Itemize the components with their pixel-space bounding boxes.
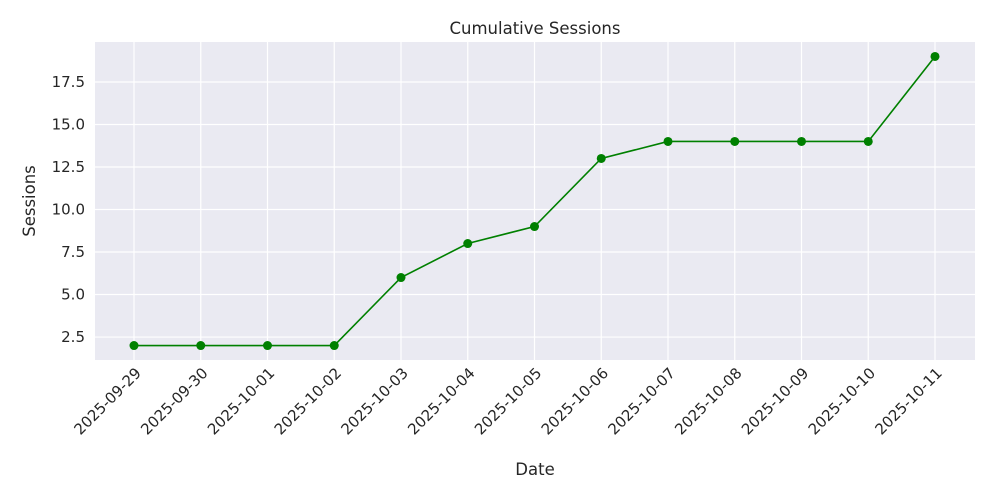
data-point bbox=[196, 341, 206, 351]
y-tick-label: 5.0 bbox=[61, 286, 85, 304]
x-tick-label: 2025-10-06 bbox=[538, 364, 612, 438]
y-tick-label: 17.5 bbox=[52, 73, 85, 91]
x-grid bbox=[133, 42, 936, 360]
data-point bbox=[530, 222, 539, 232]
x-tick-label: 2025-10-07 bbox=[604, 364, 678, 438]
data-point bbox=[730, 136, 740, 146]
x-tick-label: 2025-10-01 bbox=[204, 364, 278, 438]
data-point bbox=[263, 341, 272, 351]
data-point bbox=[329, 341, 339, 351]
data-point bbox=[463, 239, 473, 249]
y-tick-label: 12.5 bbox=[52, 158, 85, 176]
x-tick-label: 2025-10-08 bbox=[671, 364, 745, 438]
data-point bbox=[797, 136, 806, 146]
x-axis-label: Date bbox=[515, 460, 554, 479]
x-tick-label: 2025-10-05 bbox=[471, 364, 545, 438]
x-tick-label: 2025-09-30 bbox=[137, 364, 211, 438]
x-tick-label: 2025-10-09 bbox=[738, 364, 812, 438]
y-axis-label: Sessions bbox=[20, 165, 39, 237]
x-tick-label: 2025-10-02 bbox=[271, 364, 345, 438]
data-point bbox=[396, 273, 406, 283]
y-tick-label: 10.0 bbox=[52, 201, 85, 219]
x-tick-label: 2025-10-04 bbox=[404, 364, 478, 438]
data-point bbox=[863, 136, 873, 146]
data-point bbox=[129, 341, 139, 351]
y-tick-labels: 2.5 5.0 7.5 10.0 12.5 15.0 17.5 bbox=[52, 73, 85, 346]
data-point bbox=[596, 153, 606, 163]
y-grid bbox=[95, 81, 975, 338]
x-tick-labels: 2025-09-292025-09-302025-10-012025-10-02… bbox=[70, 364, 945, 438]
x-tick-label: 2025-10-11 bbox=[871, 364, 945, 438]
y-tick-label: 15.0 bbox=[52, 115, 85, 133]
chart-title: Cumulative Sessions bbox=[450, 19, 621, 38]
data-point bbox=[663, 136, 673, 146]
series-points bbox=[129, 51, 940, 351]
x-tick-label: 2025-09-29 bbox=[70, 364, 144, 438]
y-tick-label: 7.5 bbox=[61, 243, 85, 261]
y-tick-label: 2.5 bbox=[61, 328, 85, 346]
x-tick-label: 2025-10-10 bbox=[805, 364, 879, 438]
x-tick-label: 2025-10-03 bbox=[337, 364, 411, 438]
data-point bbox=[930, 51, 940, 61]
